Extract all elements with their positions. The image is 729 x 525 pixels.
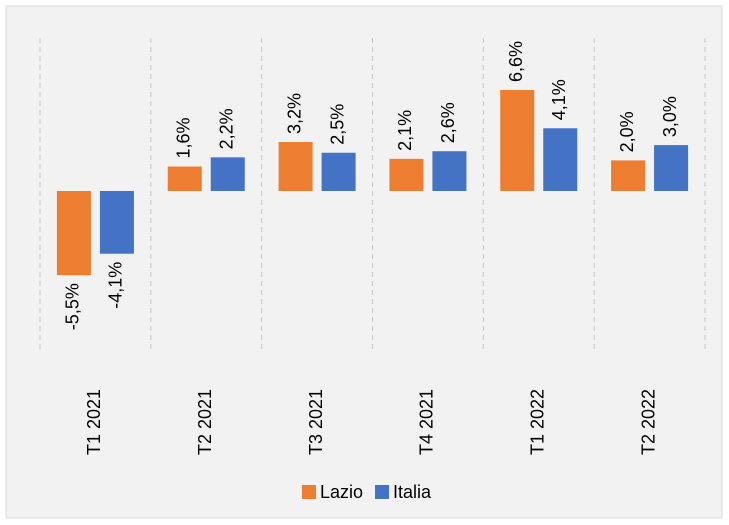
legend-label: Italia	[393, 482, 432, 502]
data-label: 1,6%	[174, 117, 194, 158]
bar	[432, 151, 467, 191]
data-label: 2,5%	[327, 104, 347, 145]
data-label: 2,6%	[438, 102, 458, 143]
bar	[654, 145, 689, 191]
bar	[543, 128, 578, 191]
bar	[321, 152, 356, 191]
data-label: -5,5%	[63, 283, 83, 330]
legend-label: Lazio	[320, 482, 363, 502]
bar	[389, 158, 424, 191]
data-label: 3,0%	[660, 96, 680, 137]
data-label: 4,1%	[549, 79, 569, 120]
bar	[56, 191, 91, 276]
data-label: 3,2%	[284, 93, 304, 134]
data-label: 6,6%	[506, 41, 526, 82]
x-tick-label: T3 2021	[306, 389, 326, 455]
data-label: -4,1%	[106, 262, 126, 309]
data-label: 2,2%	[217, 108, 237, 149]
x-tick-label: T2 2022	[638, 389, 658, 455]
bar	[210, 157, 245, 191]
data-label: 2,0%	[617, 111, 637, 152]
x-tick-label: T1 2021	[84, 389, 104, 455]
chart-background	[5, 5, 723, 519]
data-label: 2,1%	[395, 110, 415, 151]
x-tick-label: T1 2022	[528, 389, 548, 455]
bar	[500, 90, 535, 191]
bar	[167, 166, 202, 191]
legend-swatch	[302, 485, 316, 499]
bar	[278, 142, 313, 191]
x-tick-label: T4 2021	[417, 389, 437, 455]
x-tick-label: T2 2021	[195, 389, 215, 455]
bar	[99, 191, 134, 254]
bar	[611, 160, 646, 191]
legend-swatch	[375, 485, 390, 499]
